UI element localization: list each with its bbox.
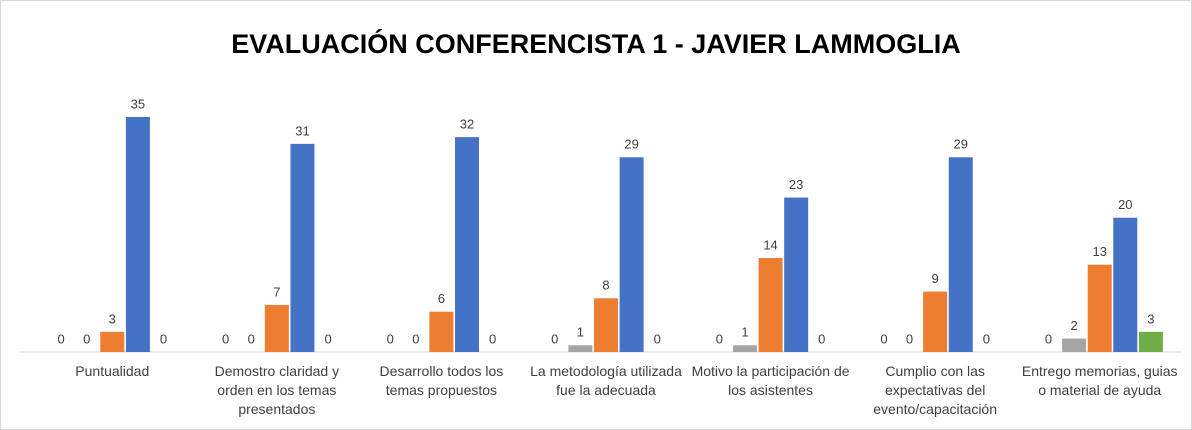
data-label: 31 [295, 123, 309, 138]
bar [429, 311, 454, 352]
bar [568, 345, 593, 352]
data-label: 29 [624, 137, 638, 152]
data-label: 8 [602, 278, 609, 293]
bar [290, 143, 315, 352]
x-tick-label: Motivo la participación de los asistente… [691, 363, 850, 398]
x-tick-label: La metodología utilizada fue la adecuada [530, 363, 682, 398]
bar [100, 331, 125, 352]
data-label: 0 [489, 331, 496, 346]
data-label: 1 [741, 325, 748, 340]
data-label: 29 [954, 137, 968, 152]
x-tick-label: Cumplio con las expectativas del evento/… [873, 363, 998, 417]
bar [923, 291, 948, 352]
bar [1113, 217, 1138, 352]
data-label: 0 [983, 331, 990, 346]
data-label: 1 [577, 325, 584, 340]
bar [758, 258, 783, 352]
x-tick-label: Entrego memorias, guias o material de ay… [1021, 363, 1178, 398]
data-label: 2 [1070, 318, 1077, 333]
data-label: 0 [57, 331, 64, 346]
bar [455, 137, 480, 352]
data-label: 13 [1092, 244, 1106, 259]
bar [948, 157, 973, 352]
data-label: 0 [818, 331, 825, 346]
data-label: 32 [460, 117, 474, 132]
data-label: 0 [551, 331, 558, 346]
data-label: 0 [880, 331, 887, 346]
data-label: 23 [789, 177, 803, 192]
x-tick-label: Demostro claridad y orden en los temas p… [214, 363, 340, 417]
x-tick-label: Puntualidad [75, 363, 150, 379]
bar [594, 298, 618, 352]
data-label: 0 [716, 331, 723, 346]
data-label: 0 [160, 331, 167, 346]
data-label: 9 [932, 271, 939, 286]
data-label: 7 [273, 284, 280, 299]
bar [1138, 331, 1163, 352]
data-label: 0 [1045, 331, 1052, 346]
bar [732, 345, 757, 352]
data-label: 35 [131, 96, 145, 111]
data-label: 20 [1118, 197, 1132, 212]
data-label: 0 [412, 331, 419, 346]
data-label: 0 [906, 331, 913, 346]
bar [619, 157, 644, 352]
data-label: 3 [109, 311, 116, 326]
bar [1087, 264, 1112, 352]
data-label: 3 [1147, 311, 1154, 326]
data-label: 0 [387, 331, 394, 346]
data-label: 0 [83, 331, 90, 346]
data-label: 6 [438, 291, 445, 306]
bar [125, 117, 150, 352]
data-label: 0 [248, 331, 255, 346]
data-label: 0 [654, 331, 661, 346]
data-label: 14 [763, 237, 777, 252]
data-label: 0 [324, 331, 331, 346]
x-tick-label: Desarrollo todos los temas propuestos [379, 363, 504, 398]
bar [264, 305, 289, 352]
bar [784, 197, 809, 352]
bar [1062, 338, 1087, 352]
data-label: 0 [222, 331, 229, 346]
chart-title: EVALUACIÓN CONFERENCISTA 1 - JAVIER LAMM… [231, 28, 961, 59]
